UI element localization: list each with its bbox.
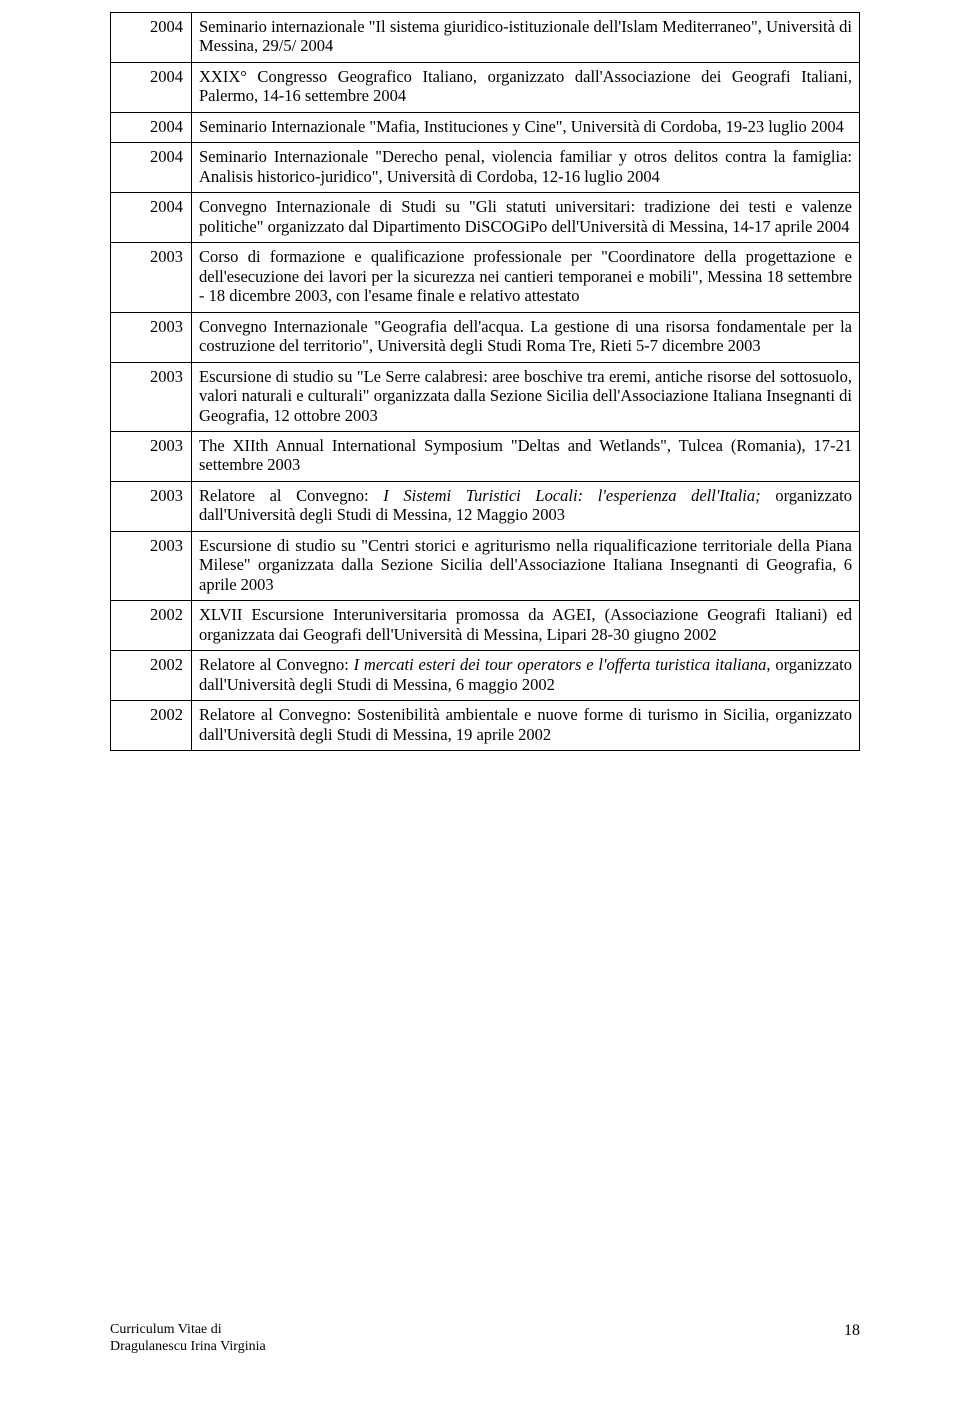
desc-cell: The XIIth Annual International Symposium…	[192, 431, 860, 481]
desc-cell: Convegno Internazionale di Studi su "Gli…	[192, 193, 860, 243]
year-cell: 2004	[111, 13, 192, 63]
desc-cell: Escursione di studio su "Centri storici …	[192, 531, 860, 600]
year-cell: 2003	[111, 531, 192, 600]
table-row: 2003Relatore al Convegno: I Sistemi Turi…	[111, 481, 860, 531]
table-row: 2002Relatore al Convegno: Sostenibilità …	[111, 701, 860, 751]
table-row: 2003Escursione di studio su "Le Serre ca…	[111, 362, 860, 431]
table-row: 2003Corso di formazione e qualificazione…	[111, 243, 860, 312]
desc-cell: Relatore al Convegno: I Sistemi Turistic…	[192, 481, 860, 531]
page-number: 18	[844, 1322, 860, 1341]
desc-cell: Seminario Internazionale "Derecho penal,…	[192, 143, 860, 193]
table-row: 2004Seminario internazionale "Il sistema…	[111, 13, 860, 63]
table-row: 2004Convegno Internazionale di Studi su …	[111, 193, 860, 243]
desc-cell: Seminario internazionale "Il sistema giu…	[192, 13, 860, 63]
desc-cell: Seminario Internazionale "Mafia, Institu…	[192, 112, 860, 142]
cv-table: 2004Seminario internazionale "Il sistema…	[110, 12, 860, 751]
year-cell: 2002	[111, 651, 192, 701]
table-row: 2002Relatore al Convegno: I mercati este…	[111, 651, 860, 701]
footer-line2: Dragulanescu Irina Virginia	[110, 1339, 266, 1354]
table-row: 2003Escursione di studio su "Centri stor…	[111, 531, 860, 600]
footer: Curriculum Vitae di Dragulanescu Irina V…	[110, 1322, 860, 1356]
table-row: 2003Convegno Internazionale "Geografia d…	[111, 312, 860, 362]
year-cell: 2003	[111, 362, 192, 431]
desc-cell: Convegno Internazionale "Geografia dell'…	[192, 312, 860, 362]
year-cell: 2003	[111, 431, 192, 481]
year-cell: 2002	[111, 701, 192, 751]
desc-cell: Relatore al Convegno: I mercati esteri d…	[192, 651, 860, 701]
year-cell: 2004	[111, 112, 192, 142]
desc-cell: Escursione di studio su "Le Serre calabr…	[192, 362, 860, 431]
table-row: 2004Seminario Internazionale "Derecho pe…	[111, 143, 860, 193]
desc-cell: XXIX° Congresso Geografico Italiano, org…	[192, 62, 860, 112]
year-cell: 2004	[111, 193, 192, 243]
year-cell: 2003	[111, 481, 192, 531]
year-cell: 2003	[111, 243, 192, 312]
desc-cell: Relatore al Convegno: Sostenibilità ambi…	[192, 701, 860, 751]
table-row: 2002XLVII Escursione Interuniversitaria …	[111, 601, 860, 651]
table-row: 2003The XIIth Annual International Sympo…	[111, 431, 860, 481]
desc-cell: XLVII Escursione Interuniversitaria prom…	[192, 601, 860, 651]
table-row: 2004XXIX° Congresso Geografico Italiano,…	[111, 62, 860, 112]
year-cell: 2003	[111, 312, 192, 362]
year-cell: 2002	[111, 601, 192, 651]
footer-line1: Curriculum Vitae di	[110, 1322, 222, 1337]
year-cell: 2004	[111, 143, 192, 193]
table-row: 2004Seminario Internazionale "Mafia, Ins…	[111, 112, 860, 142]
year-cell: 2004	[111, 62, 192, 112]
desc-cell: Corso di formazione e qualificazione pro…	[192, 243, 860, 312]
